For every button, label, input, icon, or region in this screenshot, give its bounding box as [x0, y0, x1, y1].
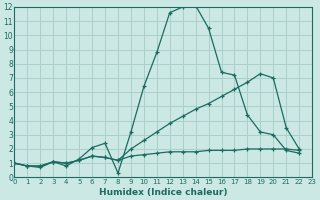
- X-axis label: Humidex (Indice chaleur): Humidex (Indice chaleur): [99, 188, 228, 197]
